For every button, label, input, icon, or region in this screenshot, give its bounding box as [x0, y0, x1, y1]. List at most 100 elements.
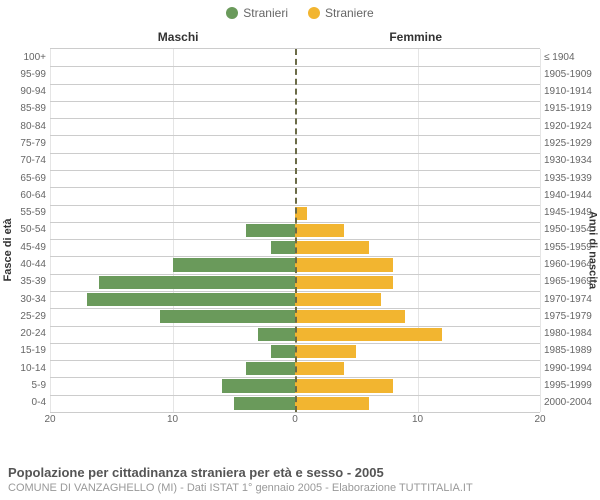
male-half — [50, 187, 295, 204]
male-half — [50, 118, 295, 135]
age-label: 5-9 — [32, 381, 50, 391]
female-half — [295, 222, 540, 239]
male-half — [50, 101, 295, 118]
female-half — [295, 326, 540, 343]
bar-female — [295, 379, 393, 392]
bar-male — [87, 293, 295, 306]
bar-female — [295, 362, 344, 375]
chart-title: Popolazione per cittadinanza straniera p… — [8, 465, 592, 480]
female-half — [295, 84, 540, 101]
male-half — [50, 308, 295, 325]
age-label: 15-19 — [20, 346, 50, 356]
bar-male — [173, 258, 296, 271]
birth-year-label: 1960-1964 — [540, 260, 592, 270]
female-half — [295, 395, 540, 412]
male-half — [50, 170, 295, 187]
female-half — [295, 256, 540, 273]
legend-swatch-male — [226, 7, 238, 19]
male-half — [50, 256, 295, 273]
chart-subtitle: COMUNE DI VANZAGHELLO (MI) - Dati ISTAT … — [8, 482, 592, 494]
legend-label-male: Stranieri — [243, 6, 288, 20]
legend-item-female: Straniere — [308, 6, 374, 20]
birth-year-label: 1990-1994 — [540, 364, 592, 374]
bar-female — [295, 293, 381, 306]
x-tick-label: 10 — [167, 414, 178, 425]
male-half — [50, 66, 295, 83]
x-tick-label: 20 — [534, 414, 545, 425]
male-half — [50, 222, 295, 239]
birth-year-label: 1905-1909 — [540, 70, 592, 80]
age-label: 35-39 — [20, 277, 50, 287]
female-half — [295, 239, 540, 256]
birth-year-label: 1920-1924 — [540, 122, 592, 132]
birth-year-label: 2000-2004 — [540, 398, 592, 408]
age-label: 65-69 — [20, 174, 50, 184]
female-half — [295, 66, 540, 83]
birth-year-label: 1915-1919 — [540, 104, 592, 114]
bar-female — [295, 241, 369, 254]
male-half — [50, 205, 295, 222]
male-half — [50, 360, 295, 377]
male-half — [50, 343, 295, 360]
y-axis-title-left: Fasce di età — [2, 219, 14, 282]
x-tick-label: 0 — [292, 414, 298, 425]
bar-female — [295, 224, 344, 237]
bar-male — [246, 224, 295, 237]
bar-male — [271, 345, 296, 358]
age-label: 70-74 — [20, 156, 50, 166]
male-half — [50, 84, 295, 101]
bar-male — [234, 397, 295, 410]
legend: Stranieri Straniere — [0, 0, 600, 20]
female-half — [295, 377, 540, 394]
x-tick-label: 10 — [412, 414, 423, 425]
male-half — [50, 377, 295, 394]
bar-male — [258, 328, 295, 341]
age-label: 25-29 — [20, 312, 50, 322]
age-label: 85-89 — [20, 104, 50, 114]
female-half — [295, 101, 540, 118]
age-label: 20-24 — [20, 329, 50, 339]
female-half — [295, 274, 540, 291]
chart-area: Maschi Femmine 100+≤ 190495-991905-19099… — [50, 30, 540, 430]
male-half — [50, 395, 295, 412]
birth-year-label: ≤ 1904 — [540, 53, 575, 63]
female-half — [295, 135, 540, 152]
birth-year-label: 1985-1989 — [540, 346, 592, 356]
age-label: 40-44 — [20, 260, 50, 270]
birth-year-label: 1935-1939 — [540, 174, 592, 184]
bar-female — [295, 276, 393, 289]
age-label: 100+ — [23, 53, 50, 63]
birth-year-label: 1975-1979 — [540, 312, 592, 322]
male-half — [50, 274, 295, 291]
legend-swatch-female — [308, 7, 320, 19]
birth-year-label: 1945-1949 — [540, 208, 592, 218]
plot-area: 100+≤ 190495-991905-190990-941910-191485… — [50, 48, 540, 412]
age-label: 55-59 — [20, 208, 50, 218]
male-half — [50, 135, 295, 152]
x-axis-ticks: 201001020 — [50, 412, 540, 430]
age-label: 80-84 — [20, 122, 50, 132]
female-half — [295, 360, 540, 377]
bar-male — [160, 310, 295, 323]
column-header-female: Femmine — [389, 30, 442, 44]
age-label: 30-34 — [20, 295, 50, 305]
male-half — [50, 153, 295, 170]
chart-footer: Popolazione per cittadinanza straniera p… — [8, 465, 592, 494]
female-half — [295, 153, 540, 170]
bar-female — [295, 258, 393, 271]
birth-year-label: 1940-1944 — [540, 191, 592, 201]
age-label: 95-99 — [20, 70, 50, 80]
age-label: 75-79 — [20, 139, 50, 149]
female-half — [295, 118, 540, 135]
female-half — [295, 308, 540, 325]
birth-year-label: 1970-1974 — [540, 295, 592, 305]
male-half — [50, 49, 295, 66]
bar-female — [295, 328, 442, 341]
column-header-male: Maschi — [158, 30, 199, 44]
bar-female — [295, 310, 405, 323]
age-label: 0-4 — [32, 398, 50, 408]
female-half — [295, 343, 540, 360]
age-label: 60-64 — [20, 191, 50, 201]
male-half — [50, 291, 295, 308]
birth-year-label: 1950-1954 — [540, 225, 592, 235]
